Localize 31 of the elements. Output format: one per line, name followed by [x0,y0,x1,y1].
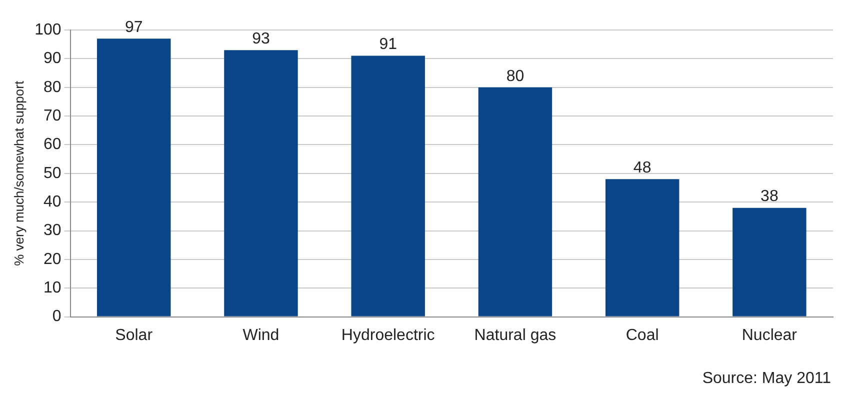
data-label: 93 [252,30,270,48]
x-tick-label: Coal [626,326,659,344]
x-tick-label: Hydroelectric [341,326,435,344]
y-tick-label: 0 [52,308,62,326]
bar [224,50,298,316]
y-tick-label: 80 [44,78,62,96]
y-tick-label: 90 [44,50,62,68]
x-tick-label: Solar [115,326,154,344]
data-label: 38 [760,188,778,206]
x-tick-label: Wind [242,326,280,344]
bar [478,87,552,316]
y-tick-label: 70 [44,107,62,124]
bar [351,56,425,316]
data-label: 48 [633,160,652,177]
data-label: 80 [506,68,524,85]
y-tick-label: 40 [44,193,62,210]
bar [605,179,680,316]
data-label: 91 [379,36,398,54]
y-tick-label: 30 [44,222,62,240]
bar [96,38,171,316]
y-tick-label: 20 [44,250,62,268]
x-tick-label: Natural gas [474,326,556,344]
data-label: 97 [124,19,143,36]
y-axis-title: % very much/somewhat support [11,80,26,266]
y-tick-label: 60 [44,136,62,154]
y-tick-label: 100 [34,21,62,38]
y-tick-label: 10 [44,280,62,297]
source-note: Source: May 2011 [702,370,831,388]
x-tick-label: Nuclear [742,326,798,344]
y-tick-label: 50 [44,164,62,182]
bar [732,208,806,316]
